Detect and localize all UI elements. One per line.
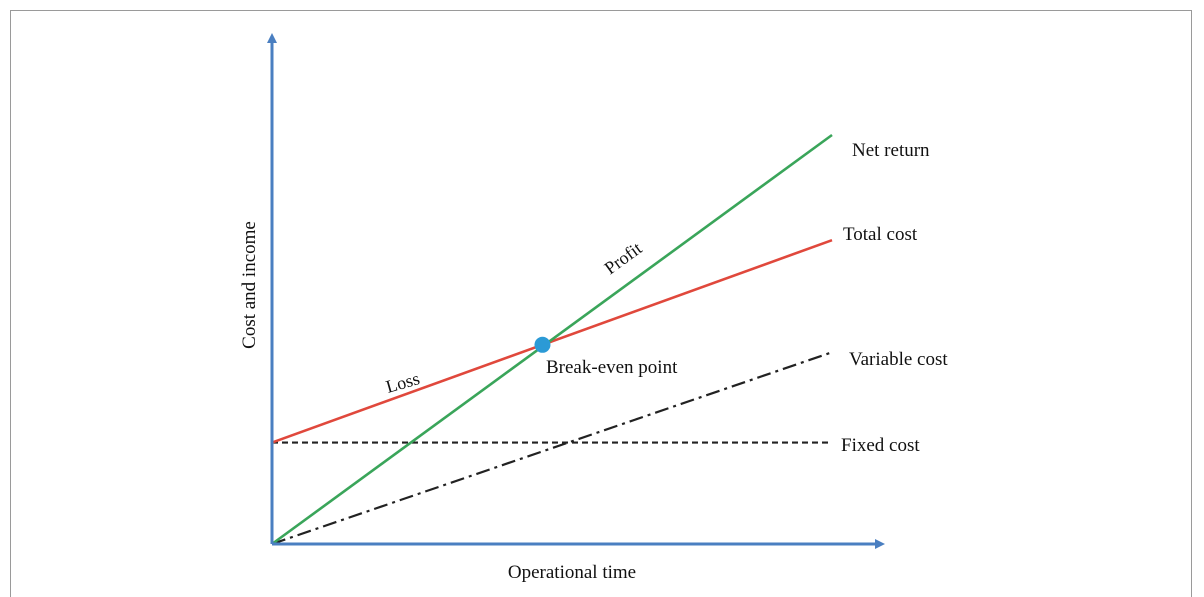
legend-label-variable-cost: Variable cost: [849, 349, 948, 370]
legend-label-total-cost: Total cost: [843, 224, 918, 245]
series-line-total-cost: [271, 238, 833, 444]
series-line-variable-cost: [271, 351, 833, 546]
break-even-label: Break-even point: [546, 357, 678, 378]
series-line-net-return: [271, 133, 833, 546]
annotation-profit: Profit: [601, 238, 646, 278]
y-axis-title: Cost and income: [239, 221, 260, 349]
break-even-point-marker: [534, 336, 551, 353]
legend-label-net-return: Net return: [852, 140, 930, 161]
legend-label-fixed-cost: Fixed cost: [841, 435, 920, 456]
annotation-loss: Loss: [384, 368, 422, 397]
figure-frame: [10, 10, 1192, 597]
x-axis-title: Operational time: [508, 562, 636, 583]
